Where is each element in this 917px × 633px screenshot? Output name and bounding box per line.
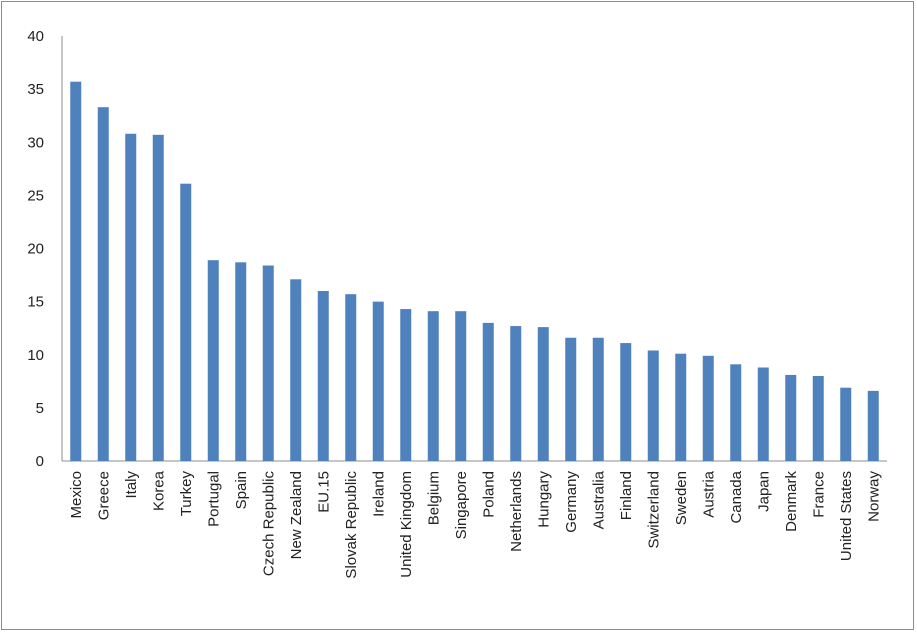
x-category-label: United Kingdom (398, 471, 415, 578)
y-tick-label: 10 (27, 347, 44, 364)
y-tick-label: 40 (27, 28, 44, 45)
bar (702, 355, 714, 461)
bar (757, 367, 769, 461)
bar (592, 337, 604, 461)
bar (290, 279, 302, 461)
bar (235, 262, 247, 461)
x-category-label: Italy (123, 471, 140, 499)
bar (840, 387, 852, 461)
bar (125, 133, 137, 461)
bar (647, 350, 659, 461)
bar (262, 265, 274, 461)
x-category-label: New Zealand (288, 471, 305, 559)
x-category-label: Australia (590, 470, 607, 529)
x-category-label: Singapore (453, 471, 470, 539)
y-tick-label: 20 (27, 241, 44, 258)
bar (537, 327, 549, 461)
x-category-label: Belgium (425, 471, 442, 525)
bar (180, 183, 192, 461)
x-category-label: Switzerland (645, 471, 662, 549)
bar (510, 326, 522, 461)
bar (97, 107, 109, 461)
bar (400, 309, 412, 461)
x-category-label: Spain (233, 471, 250, 509)
bar (207, 260, 219, 461)
bar (812, 376, 824, 461)
bar (372, 301, 384, 461)
x-category-label: Finland (618, 471, 635, 520)
x-category-label: Greece (95, 471, 112, 520)
bar (427, 311, 439, 461)
x-category-label: Hungary (535, 471, 552, 528)
bar (867, 390, 879, 461)
bar (565, 337, 577, 461)
x-category-label: Slovak Republic (343, 471, 360, 579)
x-category-label: Portugal (205, 471, 222, 527)
x-category-label: Sweden (673, 471, 690, 525)
bar (455, 311, 467, 461)
x-category-label: EU.15 (315, 471, 332, 513)
x-category-label: United States (838, 471, 855, 561)
x-category-label: Turkey (178, 471, 195, 517)
bar (785, 374, 797, 461)
y-tick-label: 5 (36, 400, 44, 417)
x-category-label: Korea (150, 470, 167, 511)
bar (675, 353, 687, 461)
x-category-label: Denmark (783, 471, 800, 532)
bar (152, 134, 164, 461)
x-category-label: Canada (728, 470, 745, 523)
bar (482, 322, 494, 461)
x-category-label: Austria (700, 470, 717, 517)
x-category-label: Ireland (370, 471, 387, 517)
x-category-label: Norway (865, 471, 882, 522)
bar (345, 294, 357, 461)
x-category-label: Germany (563, 471, 580, 533)
bar (730, 364, 742, 461)
bar (317, 291, 329, 461)
bar (70, 81, 82, 461)
x-category-label: Netherlands (508, 471, 525, 552)
y-tick-label: 35 (27, 81, 44, 98)
x-category-label: Poland (480, 471, 497, 518)
x-category-label: Mexico (68, 471, 85, 519)
x-category-label: Japan (755, 471, 772, 512)
y-tick-label: 15 (27, 294, 44, 311)
y-tick-label: 25 (27, 187, 44, 204)
x-category-label: France (810, 471, 827, 518)
x-category-label: Czech Republic (260, 471, 277, 577)
y-tick-label: 30 (27, 134, 44, 151)
y-tick-label: 0 (36, 453, 44, 470)
bar (620, 343, 632, 461)
